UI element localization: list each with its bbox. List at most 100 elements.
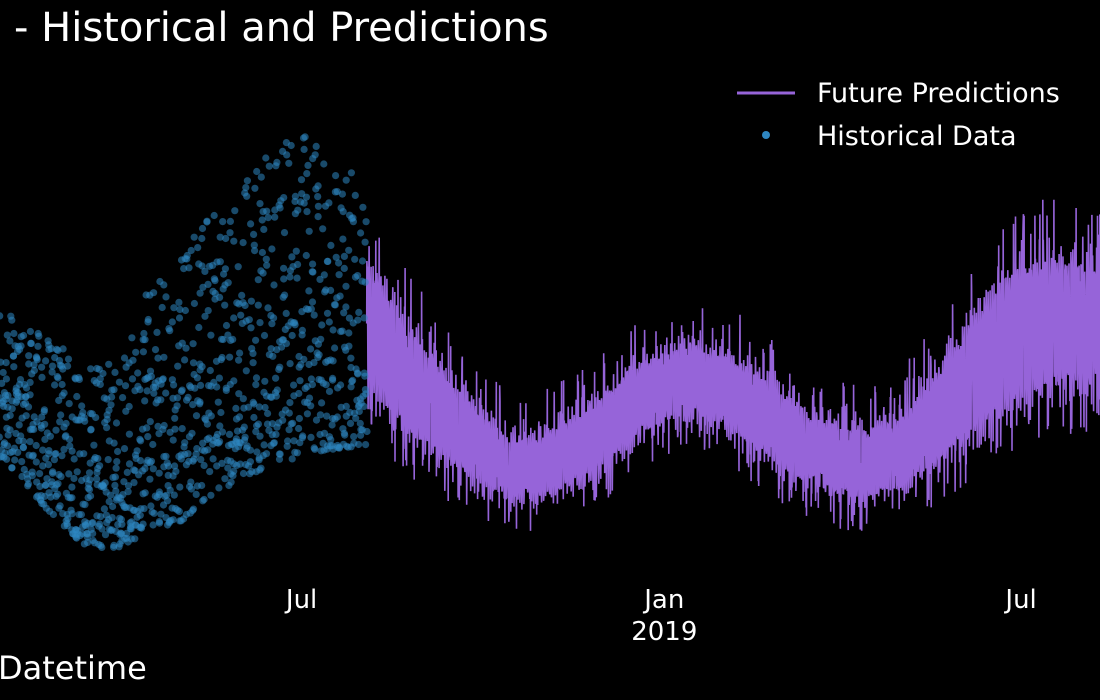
historical-data-point: [8, 316, 16, 324]
historical-data-point: [227, 478, 235, 486]
historical-data-point: [300, 355, 308, 363]
historical-data-point: [73, 468, 81, 476]
historical-data-point: [312, 142, 320, 150]
historical-data-point: [226, 217, 234, 225]
historical-data-point: [75, 375, 83, 383]
historical-data-point: [314, 213, 322, 221]
historical-data-point: [271, 213, 279, 221]
historical-data-point: [176, 305, 184, 314]
historical-data-point: [282, 309, 290, 317]
historical-data-point: [190, 299, 198, 308]
historical-data-point: [250, 413, 258, 422]
historical-data-point: [22, 384, 31, 392]
historical-data-point: [124, 482, 133, 490]
historical-data-point: [235, 356, 243, 364]
historical-data-point: [242, 367, 250, 375]
historical-data-point: [333, 413, 341, 421]
historical-data-point: [29, 451, 37, 459]
historical-data-point: [2, 359, 10, 367]
historical-data-point: [323, 309, 332, 317]
historical-data-point: [207, 412, 215, 420]
historical-data-point: [57, 411, 65, 419]
historical-data-point: [242, 184, 250, 192]
historical-data-point: [253, 167, 261, 176]
historical-data-point: [149, 521, 157, 529]
historical-data-point: [360, 314, 368, 322]
historical-data-point: [125, 430, 133, 438]
historical-data-point: [355, 308, 363, 316]
historical-data-point: [151, 346, 160, 354]
historical-data-point: [345, 246, 353, 254]
historical-data-point: [204, 307, 212, 315]
historical-data-point: [317, 335, 325, 343]
historical-data-point: [162, 491, 170, 499]
historical-data-point: [121, 382, 130, 390]
historical-data-point: [178, 339, 186, 347]
historical-data-point: [309, 260, 317, 268]
historical-data-point: [93, 469, 101, 477]
historical-data-point: [213, 383, 221, 391]
historical-data-point: [297, 176, 306, 184]
historical-data-point: [191, 384, 199, 392]
historical-data-point: [41, 420, 49, 428]
historical-data-point: [105, 360, 113, 368]
historical-data-point: [358, 257, 367, 265]
historical-data-point: [136, 457, 145, 465]
historical-data-point: [188, 429, 196, 437]
historical-data-point: [10, 329, 18, 338]
historical-data-point: [42, 357, 50, 365]
historical-data-point: [357, 229, 365, 237]
historical-data-point: [222, 234, 230, 243]
historical-data-point: [90, 441, 98, 449]
historical-data-point: [56, 418, 64, 426]
historical-data-point: [314, 193, 322, 201]
historical-data-point: [222, 386, 230, 394]
historical-data-point: [41, 435, 49, 443]
historical-data-point: [47, 493, 55, 501]
historical-data-point: [178, 425, 186, 433]
historical-data-point: [137, 437, 145, 445]
historical-data-point: [276, 204, 284, 212]
historical-data-point: [262, 255, 270, 263]
historical-data-point: [120, 354, 129, 362]
historical-data-point: [338, 327, 346, 335]
historical-data-point: [357, 431, 365, 439]
historical-data-point: [4, 391, 12, 400]
historical-data-point: [273, 386, 281, 394]
historical-data-point: [198, 224, 207, 233]
historical-data-point: [155, 519, 164, 527]
historical-data-point: [303, 410, 311, 418]
historical-data-point: [335, 271, 343, 279]
historical-data-point: [332, 172, 340, 180]
historical-data-point: [249, 349, 257, 357]
historical-data-point: [294, 206, 302, 214]
historical-data-point: [18, 458, 26, 466]
historical-data-point: [206, 468, 214, 476]
historical-data-point: [260, 441, 268, 449]
historical-data-point: [105, 406, 113, 414]
historical-data-point: [298, 331, 306, 339]
historical-data-point: [53, 373, 61, 381]
historical-data-point: [196, 400, 204, 408]
historical-data-point: [26, 378, 34, 386]
historical-data-point: [288, 253, 296, 261]
historical-data-point: [294, 260, 302, 269]
historical-data-point: [157, 510, 165, 518]
series-historical-data: [0, 133, 371, 552]
historical-data-point: [361, 372, 369, 380]
historical-data-point: [355, 440, 363, 449]
historical-data-point: [64, 362, 72, 370]
historical-data-point: [340, 264, 348, 272]
historical-data-point: [217, 408, 225, 417]
historical-data-point: [216, 293, 224, 301]
historical-data-point: [164, 462, 173, 470]
historical-data-point: [295, 414, 303, 423]
historical-data-point: [166, 486, 174, 494]
historical-data-point: [48, 368, 56, 376]
historical-data-point: [12, 398, 20, 406]
historical-data-point: [316, 411, 324, 419]
historical-data-point: [48, 362, 57, 370]
historical-data-point: [41, 481, 49, 489]
historical-data-point: [325, 387, 334, 395]
historical-data-point: [347, 169, 355, 177]
